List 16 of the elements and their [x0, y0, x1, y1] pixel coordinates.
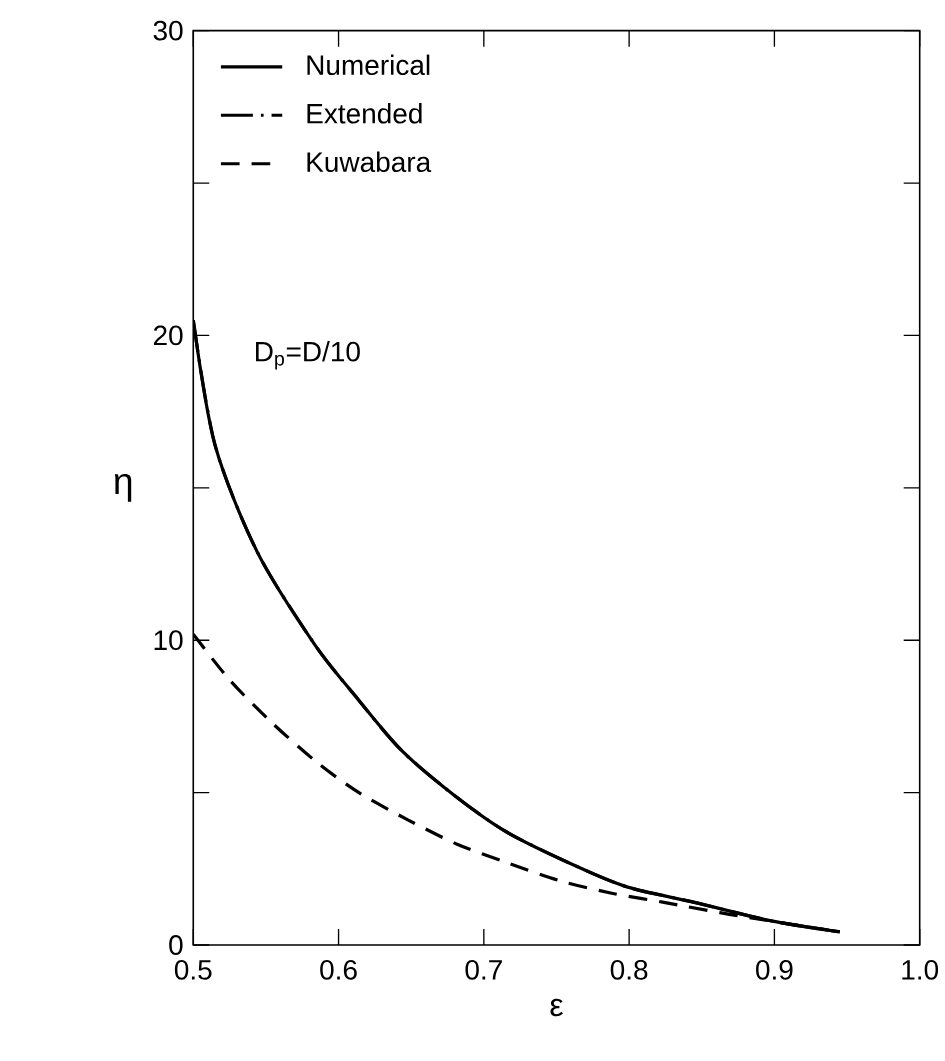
y-tick-label: 0: [169, 935, 183, 955]
y-tick-label: 20: [153, 325, 183, 346]
x-tick-label: 0.5: [174, 959, 212, 980]
annotation: D$_{p}$=D/10: [256, 341, 360, 370]
x-tick-label: 0.8: [610, 959, 648, 980]
x-tick-label: 0.9: [756, 959, 793, 980]
x-tick-label: 1.0: [902, 959, 939, 980]
y-tick-label: 10: [154, 630, 183, 651]
x-axis-title: ε: [550, 998, 563, 1017]
legend-label: Kuwabara: [307, 151, 432, 173]
legend-label: Extended: [307, 103, 422, 124]
x-tick-label: 0.7: [465, 959, 502, 980]
y-axis-title: η: [114, 473, 132, 502]
y-tick-label: 30: [153, 20, 183, 41]
x-tick-label: 0.6: [320, 959, 357, 980]
legend-label: Numerical: [307, 54, 430, 76]
